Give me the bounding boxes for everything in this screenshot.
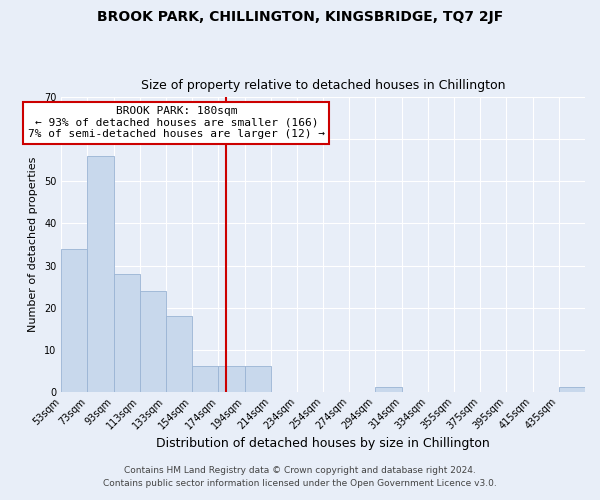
Bar: [245, 366, 271, 392]
Bar: [61, 248, 88, 392]
Text: Contains HM Land Registry data © Crown copyright and database right 2024.
Contai: Contains HM Land Registry data © Crown c…: [103, 466, 497, 487]
Text: BROOK PARK: 180sqm
← 93% of detached houses are smaller (166)
7% of semi-detache: BROOK PARK: 180sqm ← 93% of detached hou…: [28, 106, 325, 140]
Bar: [166, 316, 192, 392]
Bar: [88, 156, 113, 392]
Title: Size of property relative to detached houses in Chillington: Size of property relative to detached ho…: [141, 79, 505, 92]
X-axis label: Distribution of detached houses by size in Chillington: Distribution of detached houses by size …: [156, 437, 490, 450]
Bar: [140, 291, 166, 392]
Bar: [218, 366, 245, 392]
Y-axis label: Number of detached properties: Number of detached properties: [28, 157, 38, 332]
Bar: [113, 274, 140, 392]
Text: BROOK PARK, CHILLINGTON, KINGSBRIDGE, TQ7 2JF: BROOK PARK, CHILLINGTON, KINGSBRIDGE, TQ…: [97, 10, 503, 24]
Bar: [192, 366, 218, 392]
Bar: [559, 388, 585, 392]
Bar: [376, 388, 401, 392]
